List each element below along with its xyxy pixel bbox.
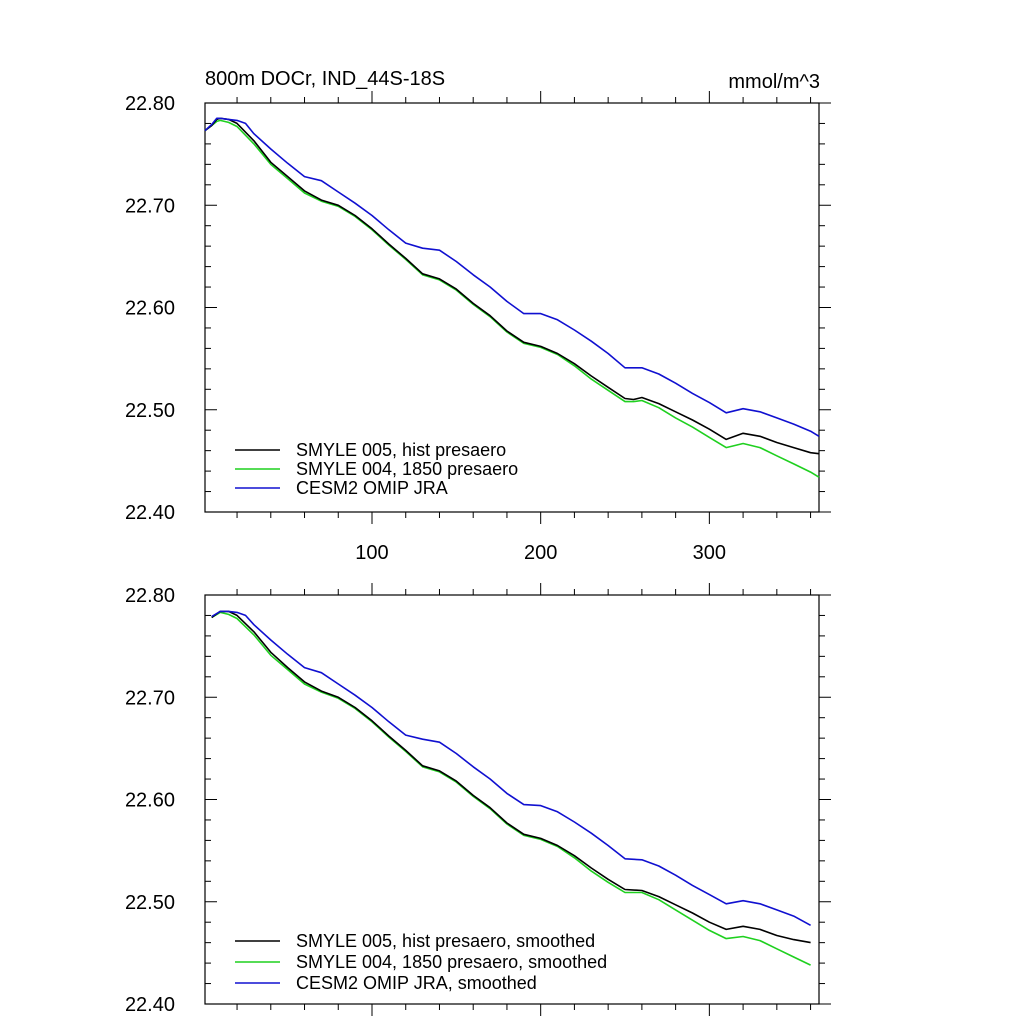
axis-ticks	[205, 91, 831, 524]
y-tick-label: 22.70	[125, 687, 175, 709]
chart-title-left: 800m DOCr, IND_44S-18S	[205, 68, 445, 90]
y-tick-label: 22.60	[125, 298, 175, 320]
legend-label: SMYLE 005, hist presaero	[296, 440, 506, 460]
y-tick-label: 22.80	[125, 585, 175, 607]
series-line-2	[211, 610, 811, 927]
y-tick-label: 22.60	[125, 790, 175, 812]
top-panel: 800m DOCr, IND_44S-18S mmol/m^3 22.4022.…	[125, 68, 831, 564]
x-tick-label: 300	[693, 542, 726, 564]
x-tick-label: 100	[355, 542, 388, 564]
legend-label: SMYLE 004, 1850 presaero	[296, 459, 518, 479]
bottom-panel: 22.40 22.50 22.60 22.70 22.80 SMYLE 005, his…	[125, 583, 831, 1016]
axis-tick-labels: 22.40 22.50 22.60 22.70 22.80	[125, 585, 175, 1016]
x-tick-label: 200	[524, 542, 557, 564]
y-tick-label: 22.40	[125, 502, 175, 524]
y-tick-label: 22.50	[125, 400, 175, 422]
legend-label: SMYLE 004, 1850 presaero, smoothed	[296, 952, 607, 972]
series-lines	[204, 117, 820, 478]
y-tick-label: 22.80	[125, 93, 175, 115]
series-line-0	[204, 117, 820, 455]
chart-units-label: mmol/m^3	[728, 71, 820, 93]
axis-tick-labels: 22.40 22.50 22.60 22.70 22.80 100 200 300	[125, 93, 726, 564]
series-line-1	[204, 119, 820, 478]
legend: SMYLE 005, hist presaero, smoothedSMYLE …	[235, 931, 607, 993]
legend-label: CESM2 OMIP JRA	[296, 478, 448, 498]
axis-ticks	[205, 583, 831, 1016]
series-line-2	[204, 117, 820, 437]
y-tick-label: 22.70	[125, 195, 175, 217]
legend-label: SMYLE 005, hist presaero, smoothed	[296, 931, 595, 951]
series-lines	[211, 610, 811, 966]
legend-label: CESM2 OMIP JRA, smoothed	[296, 973, 537, 993]
series-line-0	[211, 610, 811, 944]
y-tick-label: 22.40	[125, 994, 175, 1016]
y-tick-label: 22.50	[125, 892, 175, 914]
